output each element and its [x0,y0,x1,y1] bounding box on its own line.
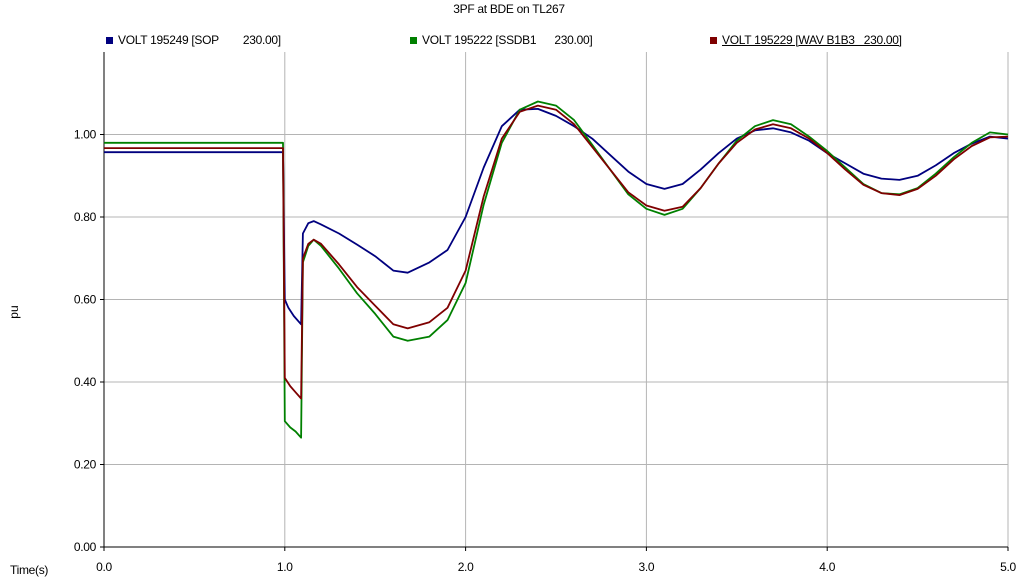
legend-swatch-series-3 [710,36,717,44]
series-line-3 [104,104,1009,400]
legend-label-series-1: VOLT 195249 [SOP 230.00] [118,33,281,47]
x-tick-label: 2.0 [458,560,474,574]
x-tick-label: 5.0 [1000,560,1016,574]
legend-item-series-1: VOLT 195249 [SOP 230.00] [106,33,281,47]
y-tick-label: 0.60 [74,293,97,307]
y-tick-label: 0.40 [74,375,97,389]
x-tick-label: 4.0 [819,560,835,574]
legend-item-series-3: VOLT 195229 [WAV B1B3 230.00] [710,33,902,47]
y-tick-label: 0.80 [74,210,97,224]
x-tick-label: 0.0 [96,560,112,574]
x-tick-label: 3.0 [639,560,655,574]
x-axis-label: Time(s) [10,563,49,577]
y-tick-label: 0.20 [74,458,97,472]
y-tick-label: 1.00 [74,128,97,142]
y-tick-label: 0.00 [74,540,97,554]
x-tick-label: 1.0 [277,560,293,574]
legend-item-series-2: VOLT 195222 [SSDB1 230.00] [410,33,593,47]
legend-label-series-3: VOLT 195229 [WAV B1B3 230.00] [722,33,902,47]
legend-swatch-series-1 [106,36,113,44]
chart-title: 3PF at BDE on TL267 [453,2,565,16]
legend-swatch-series-2 [410,36,417,44]
legend-label-series-2: VOLT 195222 [SSDB1 230.00] [422,33,593,47]
